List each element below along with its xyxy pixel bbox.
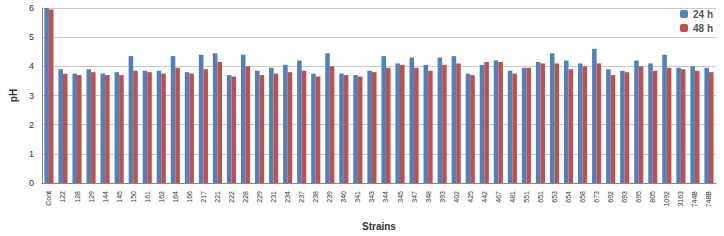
svg-text:340: 340: [340, 191, 347, 203]
svg-text:425: 425: [467, 191, 474, 203]
svg-text:1: 1: [29, 149, 34, 159]
svg-text:654: 654: [565, 191, 572, 203]
svg-text:744B: 744B: [691, 191, 698, 208]
svg-text:pH: pH: [8, 89, 19, 102]
svg-text:144: 144: [102, 191, 109, 203]
svg-text:238: 238: [312, 191, 319, 203]
svg-text:341: 341: [354, 191, 361, 203]
svg-text:551: 551: [523, 191, 530, 203]
svg-text:Strains: Strains: [362, 221, 396, 232]
svg-text:651: 651: [537, 191, 544, 203]
svg-text:122: 122: [59, 191, 66, 203]
svg-text:239: 239: [326, 191, 333, 203]
svg-text:2: 2: [29, 120, 34, 130]
svg-text:442: 442: [481, 191, 488, 203]
svg-text:1092: 1092: [663, 191, 670, 207]
svg-text:Cont: Cont: [45, 191, 52, 206]
svg-text:6: 6: [29, 3, 34, 13]
svg-text:231: 231: [270, 191, 277, 203]
svg-text:481: 481: [509, 191, 516, 203]
svg-text:129: 129: [88, 191, 95, 203]
svg-text:162: 162: [158, 191, 165, 203]
svg-text:234: 234: [284, 191, 291, 203]
svg-text:4: 4: [29, 61, 34, 71]
svg-text:228: 228: [242, 191, 249, 203]
svg-text:3163: 3163: [677, 191, 684, 207]
svg-text:221: 221: [214, 191, 221, 203]
svg-text:673: 673: [593, 191, 600, 203]
svg-text:692: 692: [607, 191, 614, 203]
svg-text:805: 805: [649, 191, 656, 203]
svg-text:343: 343: [368, 191, 375, 203]
svg-text:229: 229: [256, 191, 263, 203]
svg-text:695: 695: [635, 191, 642, 203]
svg-text:145: 145: [116, 191, 123, 203]
svg-text:693: 693: [621, 191, 628, 203]
svg-text:3: 3: [29, 91, 34, 101]
svg-text:653: 653: [551, 191, 558, 203]
svg-text:150: 150: [130, 191, 137, 203]
svg-text:24 h: 24 h: [693, 9, 713, 20]
svg-text:402: 402: [453, 191, 460, 203]
svg-text:164: 164: [172, 191, 179, 203]
svg-text:393: 393: [439, 191, 446, 203]
svg-text:344: 344: [382, 191, 389, 203]
svg-text:467: 467: [495, 191, 502, 203]
svg-text:748B: 748B: [705, 191, 712, 208]
svg-text:5: 5: [29, 32, 34, 42]
svg-text:166: 166: [186, 191, 193, 203]
svg-text:345: 345: [397, 191, 404, 203]
svg-text:0: 0: [29, 178, 34, 188]
svg-text:222: 222: [228, 191, 235, 203]
svg-text:347: 347: [411, 191, 418, 203]
svg-text:48 h: 48 h: [693, 23, 713, 34]
svg-text:128: 128: [74, 191, 81, 203]
svg-text:161: 161: [144, 191, 151, 203]
svg-text:348: 348: [425, 191, 432, 203]
svg-text:237: 237: [298, 191, 305, 203]
svg-text:217: 217: [200, 191, 207, 203]
svg-text:658: 658: [579, 191, 586, 203]
